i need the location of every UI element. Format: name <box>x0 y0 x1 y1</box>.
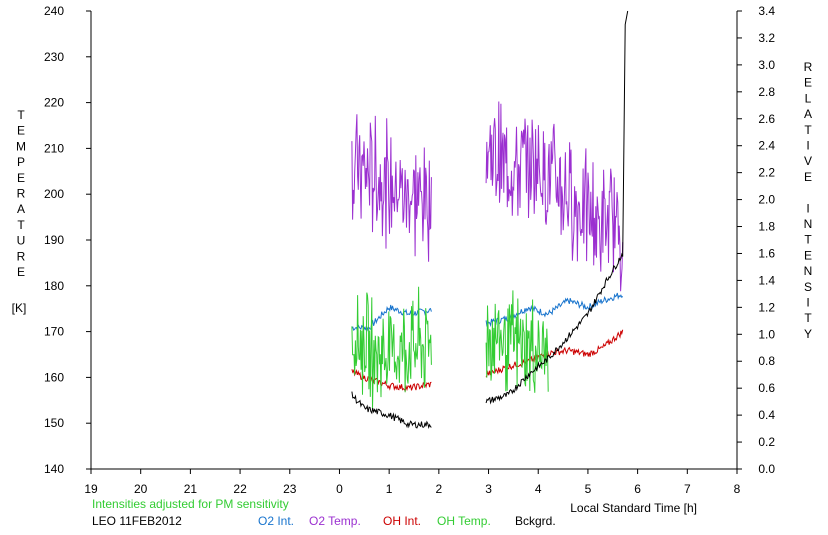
right-axis-title-letter: T <box>804 311 812 325</box>
series-line <box>351 114 432 262</box>
right-axis-title-letter: S <box>804 280 812 294</box>
x-axis-title: Local Standard Time [h] <box>570 501 697 515</box>
left-axis-title-letter: E <box>17 124 25 138</box>
right-axis-title-letter: I <box>806 296 809 310</box>
site-date-label: LEO 11FEB2012 <box>92 514 182 528</box>
y-right-tick-label: 0.0 <box>758 462 775 476</box>
y-right-tick-label: 1.2 <box>758 300 775 314</box>
series-line <box>485 292 624 328</box>
right-axis-title-letter: A <box>804 107 812 121</box>
left-axis-title-letter: E <box>17 171 25 185</box>
right-axis-title-letter: I <box>806 201 809 215</box>
y-right-tick-label: 0.2 <box>758 435 775 449</box>
right-axis-title-letter: L <box>805 91 812 105</box>
x-tick-label: 19 <box>84 482 98 496</box>
y-right-tick-label: 2.2 <box>758 166 775 180</box>
x-tick-label: 0 <box>336 482 343 496</box>
legend-item: O2 Int. <box>258 514 294 528</box>
right-axis-title-letter: T <box>804 123 812 137</box>
series-line <box>351 391 432 430</box>
y-left-tick-label: 170 <box>44 325 64 339</box>
series-oh-temp <box>351 286 549 410</box>
y-left-tick-label: 160 <box>44 370 64 384</box>
y-right-tick-label: 0.8 <box>758 354 775 368</box>
y-right-tick-label: 3.0 <box>758 58 775 72</box>
series-layer <box>351 10 629 430</box>
y-left-tick-label: 200 <box>44 187 64 201</box>
x-tick-label: 5 <box>585 482 592 496</box>
right-axis-title-letter: N <box>804 264 813 278</box>
right-axis-title-letter: E <box>804 76 812 90</box>
x-tick-label: 21 <box>184 482 198 496</box>
left-axis-title-letter: P <box>17 155 25 169</box>
y-right-tick-label: 3.4 <box>758 4 775 18</box>
y-left-tick-label: 240 <box>44 4 64 18</box>
right-axis-title-letter: E <box>804 170 812 184</box>
series-line <box>485 10 629 405</box>
legend: O2 Int. O2 Temp. OH Int. OH Temp. Bckgrd. <box>258 514 556 528</box>
x-tick-label: 22 <box>233 482 247 496</box>
x-tick-label: 20 <box>134 482 148 496</box>
y-right-tick-label: 1.8 <box>758 220 775 234</box>
legend-item: Bckgrd. <box>515 514 556 528</box>
left-axis-title-letter: T <box>17 218 25 232</box>
pm-sensitivity-note: Intensities adjusted for PM sensitivity <box>92 497 289 511</box>
legend-item: OH Int. <box>383 514 421 528</box>
y-left-tick-label: 220 <box>44 96 64 110</box>
x-tick-label: 4 <box>535 482 542 496</box>
y-left-tick-label: 230 <box>44 50 64 64</box>
left-axis-title-letter: E <box>17 265 25 279</box>
y-left-tick-label: 210 <box>44 141 64 155</box>
series-line <box>485 101 624 292</box>
x-tick-label: 6 <box>634 482 641 496</box>
series-line <box>485 290 549 393</box>
axes <box>90 11 738 470</box>
y-right-tick-label: 0.4 <box>758 408 775 422</box>
y-right-tick-label: 0.6 <box>758 381 775 395</box>
y-right-tick-label: 1.0 <box>758 327 775 341</box>
x-tick-label: 8 <box>734 482 741 496</box>
left-axis-unit: [K] <box>12 301 27 315</box>
right-axis-title-letter: T <box>804 233 812 247</box>
left-axis-title-letter: T <box>17 108 25 122</box>
legend-item: O2 Temp. <box>309 514 361 528</box>
right-axis-title-letter: R <box>804 60 813 74</box>
x-tick-label: 3 <box>485 482 492 496</box>
left-axis-title-letter: R <box>17 187 26 201</box>
y-right-tick-label: 2.8 <box>758 85 775 99</box>
left-axis-title-letter: A <box>17 202 25 216</box>
right-axis-title-letter: Y <box>804 327 812 341</box>
x-tick-label: 23 <box>283 482 297 496</box>
y-left-tick-label: 150 <box>44 416 64 430</box>
y-right-tick-label: 2.6 <box>758 112 775 126</box>
right-axis-title-letter: V <box>804 154 812 168</box>
y-right-tick-label: 3.2 <box>758 31 775 45</box>
right-axis-title-letter: I <box>806 139 809 153</box>
series-line <box>351 286 432 410</box>
left-axis-title-letter: M <box>16 139 26 153</box>
x-tick-label: 2 <box>436 482 443 496</box>
series-line <box>351 368 432 393</box>
legend-item: OH Temp. <box>437 514 491 528</box>
left-axis-title-letter: U <box>17 234 26 248</box>
series-bckgrd <box>351 10 629 430</box>
y-left-tick-label: 140 <box>44 462 64 476</box>
y-right-tick-label: 2.0 <box>758 193 775 207</box>
y-left-tick-label: 190 <box>44 233 64 247</box>
left-axis-title-letter: R <box>17 249 26 263</box>
right-axis-title-letter: N <box>804 217 813 231</box>
right-axis-title-letter: E <box>804 248 812 262</box>
y-right-tick-label: 2.4 <box>758 139 775 153</box>
y-left-tick-label: 180 <box>44 279 64 293</box>
y-right-tick-label: 1.4 <box>758 273 775 287</box>
series-o2-temp <box>351 101 624 292</box>
ticks-layer: 1401501601701801902002102202302400.00.20… <box>16 4 813 496</box>
x-tick-label: 1 <box>386 482 393 496</box>
x-tick-label: 7 <box>684 482 691 496</box>
y-right-tick-label: 1.6 <box>758 246 775 260</box>
